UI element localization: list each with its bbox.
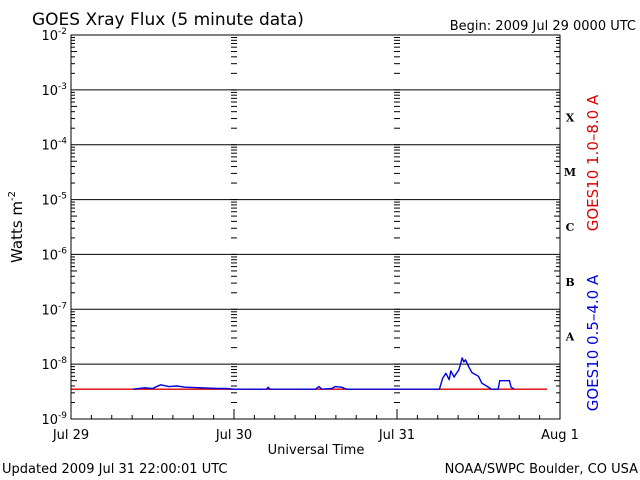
svg-text:Watts m-2: Watts m-2 — [7, 191, 26, 263]
legend-short-channel: GOES10 0.5–4.0 A — [584, 274, 602, 411]
x-tick-label: Jul 29 — [52, 428, 89, 443]
y-tick-label: 10-4 — [41, 137, 67, 154]
updated-timestamp: Updated 2009 Jul 31 22:00:01 UTC — [2, 462, 227, 477]
y-axis-label: Watts m-2 — [7, 191, 26, 263]
series-line-short-channel — [132, 357, 515, 390]
flare-class-label: A — [565, 331, 575, 344]
y-tick-label: 10-9 — [41, 411, 67, 428]
flare-class-label: X — [566, 111, 575, 124]
y-tick-label: 10-2 — [41, 27, 67, 44]
credit-line: NOAA/SWPC Boulder, CO USA — [445, 462, 638, 477]
flare-class-labels: X M C B A — [564, 111, 576, 343]
chart-title: GOES Xray Flux (5 minute data) — [32, 10, 304, 30]
legend-long-channel: GOES10 1.0–8.0 A — [584, 94, 602, 231]
flare-class-label: M — [564, 166, 576, 179]
plot-frame — [70, 34, 561, 420]
y-tick-label: 10-8 — [41, 356, 67, 373]
x-tick-labels: Jul 29 Jul 30 Jul 31 Aug 1 — [52, 428, 579, 443]
y-axis-label-text: Watts m — [8, 201, 26, 263]
series-lines — [71, 357, 547, 390]
y-axis-label-superscript: -2 — [7, 191, 18, 201]
flare-class-label: C — [566, 221, 575, 234]
flare-class-label: B — [565, 276, 574, 289]
x-axis-label: Universal Time — [268, 443, 365, 458]
begin-time: Begin: 2009 Jul 29 0000 UTC — [450, 19, 636, 34]
y-tick-label: 10-6 — [41, 246, 67, 263]
gridlines — [71, 37, 560, 420]
y-tick-label: 10-5 — [41, 192, 67, 209]
x-tick-label: Jul 31 — [378, 428, 415, 443]
y-tick-label: 10-3 — [41, 82, 67, 99]
x-tick-label: Aug 1 — [541, 428, 579, 443]
x-tick-label: Jul 30 — [215, 428, 252, 443]
y-tick-labels: 10-9 10-8 10-7 10-6 10-5 10-4 10-3 10-2 — [41, 27, 67, 428]
y-tick-label: 10-7 — [41, 301, 67, 318]
